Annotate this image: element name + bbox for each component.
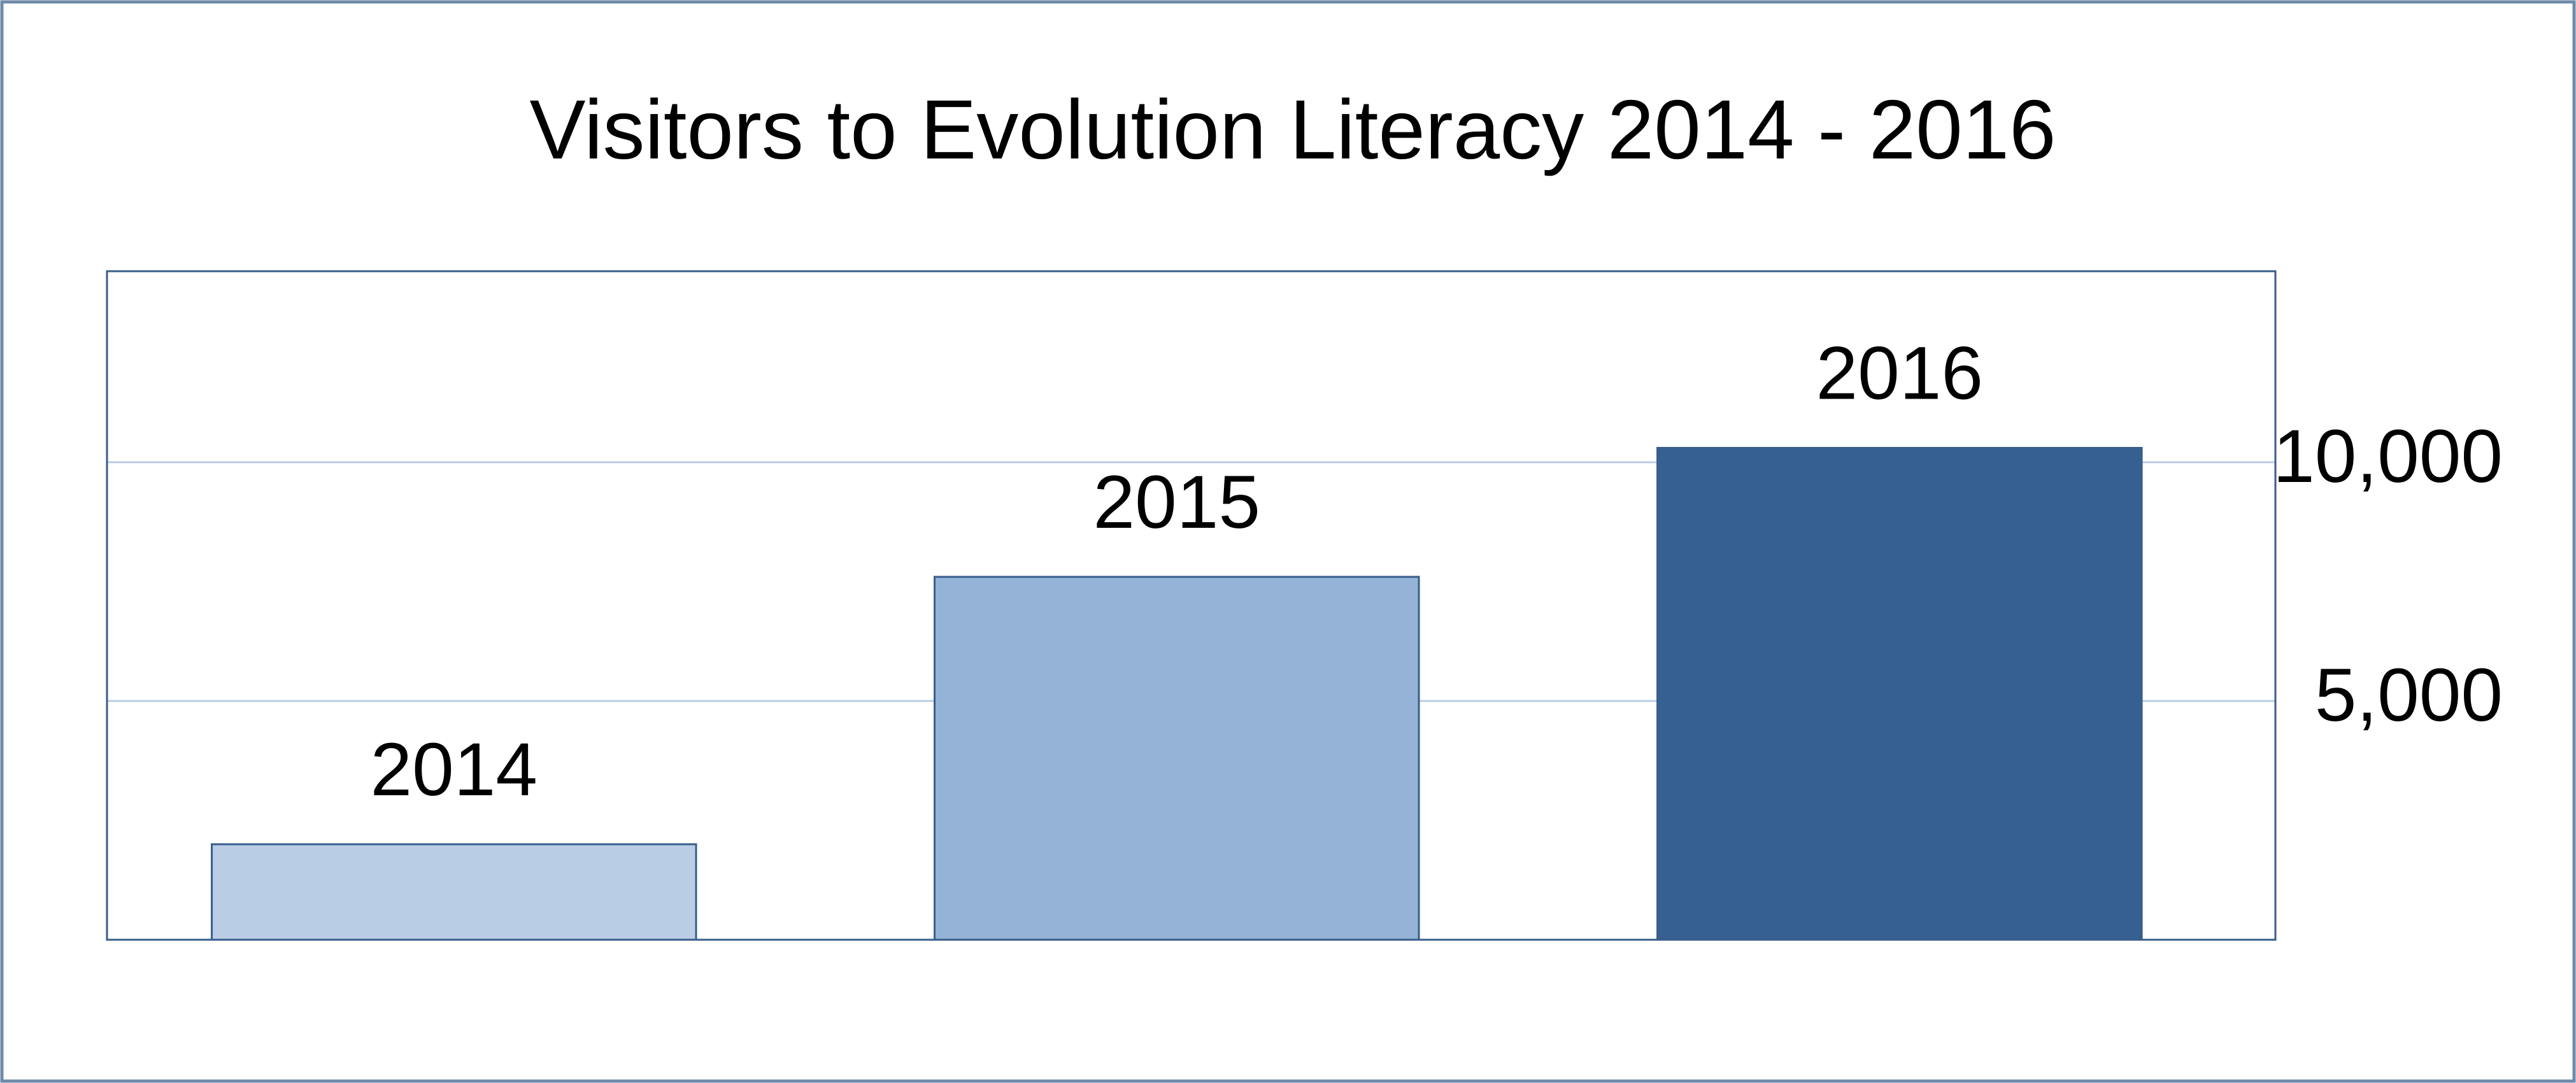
category-label: 2015 [1093,460,1261,544]
bar [1656,447,2143,941]
category-label: 2016 [1816,332,1984,416]
chart-title: Visitors to Evolution Literacy 2014 - 20… [530,83,2056,176]
bar [211,843,697,941]
plot-border [106,270,2277,941]
y-tick-label: 10,000 [2273,414,2503,499]
category-label: 2014 [371,728,538,812]
bar [934,576,1420,941]
y-tick-label: 5,000 [2315,653,2503,737]
